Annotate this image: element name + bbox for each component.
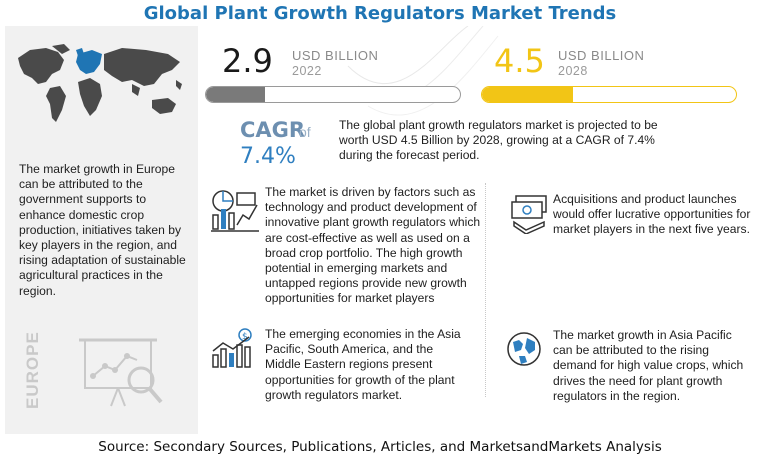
cagr-of: of	[299, 124, 311, 140]
analytics-chart-icon	[211, 190, 259, 232]
year-2028: 2028	[558, 64, 588, 78]
cagr-value: 7.4%	[240, 144, 296, 169]
value-2028: 4.5	[494, 42, 545, 80]
divider	[485, 183, 486, 397]
page-title: Global Plant Growth Regulators Market Tr…	[143, 3, 617, 24]
world-map-icon	[18, 44, 182, 122]
bar-2028	[481, 86, 737, 103]
driver-text-1: The market is driven by factors such as …	[265, 185, 481, 306]
driver-text-4: The market growth in Asia Pacific can be…	[553, 328, 744, 403]
bar-2022	[205, 86, 461, 103]
svg-text:$: $	[242, 332, 248, 342]
unit-2022: USD BILLION	[292, 48, 379, 63]
bar-fill-2028	[482, 87, 574, 102]
europe-vertical-label: EUROPE	[23, 331, 63, 409]
growth-bar-chart-icon: $	[212, 328, 252, 368]
value-2022: 2.9	[222, 42, 273, 80]
source-note: Source: Secondary Sources, Publications,…	[98, 439, 662, 455]
globe-icon	[507, 332, 541, 366]
driver-text-3: The emerging economies in the Asia Pacif…	[265, 327, 461, 402]
unit-2028: USD BILLION	[558, 48, 645, 63]
year-2022: 2022	[292, 64, 322, 78]
cagr-label: CAGR	[240, 118, 306, 142]
driver-text-2: Acquisitions and product launches would …	[553, 192, 751, 237]
chart-magnifier-icon	[79, 338, 163, 407]
money-stack-icon	[511, 195, 547, 234]
europe-description: The market growth in Europe can be attri…	[19, 162, 186, 298]
projection-text: The global plant growth regulators marke…	[339, 118, 658, 163]
europe-label: EUROPE	[23, 331, 42, 409]
bar-fill-2022	[206, 87, 265, 102]
